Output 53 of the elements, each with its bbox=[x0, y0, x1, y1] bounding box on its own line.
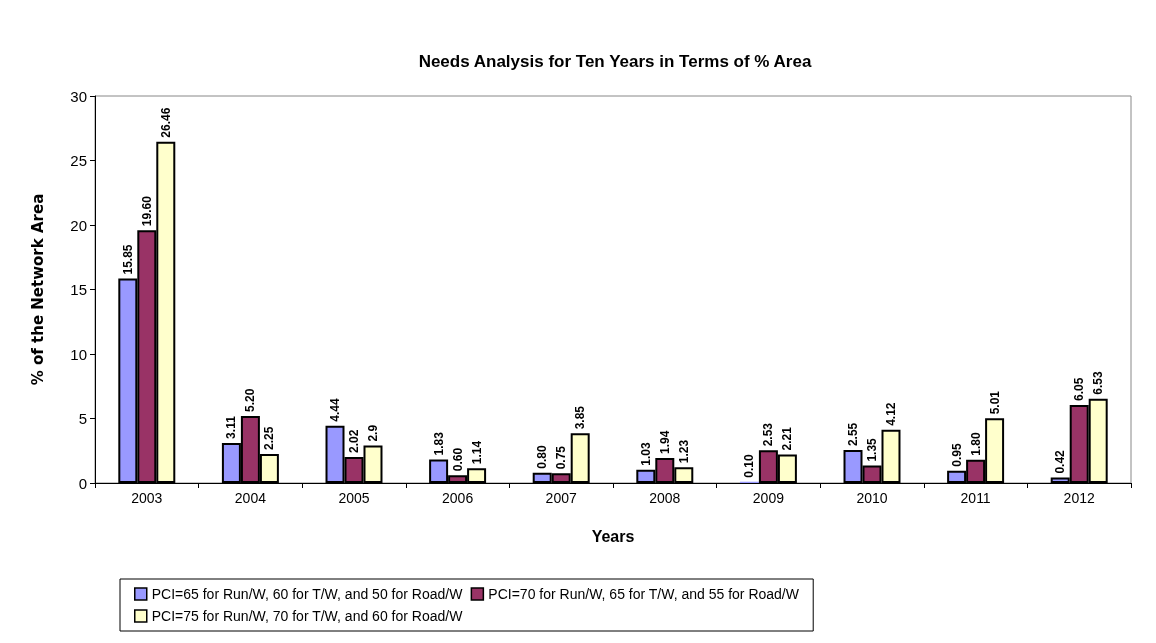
data-label: 2.02 bbox=[347, 429, 361, 453]
data-label: 6.53 bbox=[1091, 371, 1106, 395]
x-tick-label: 2004 bbox=[234, 490, 267, 506]
data-label: 2.9 bbox=[365, 424, 380, 442]
data-label: 4.12 bbox=[883, 402, 898, 426]
y-tick-label: 10 bbox=[70, 345, 87, 363]
data-label: 1.23 bbox=[676, 439, 691, 464]
x-tick-label: 2003 bbox=[131, 490, 163, 506]
data-label: 5.01 bbox=[987, 390, 1002, 415]
data-label: 0.10 bbox=[742, 454, 757, 478]
data-label: 15.85 bbox=[120, 244, 135, 275]
data-label: 0.60 bbox=[450, 447, 465, 472]
x-tick-label: 2012 bbox=[1063, 490, 1095, 506]
x-tick-label: 2006 bbox=[442, 490, 474, 506]
data-label: 1.80 bbox=[968, 432, 983, 456]
data-label: 1.14 bbox=[469, 440, 484, 465]
data-label: 5.20 bbox=[243, 388, 258, 412]
y-tick-label: 5 bbox=[78, 410, 87, 427]
data-label: 1.03 bbox=[638, 442, 653, 466]
data-label: 0.42 bbox=[1053, 449, 1068, 474]
legend-label: PCI=70 for Run/W, 65 for T/W, and 55 for Road/W bbox=[488, 586, 800, 602]
x-tick-label: 2008 bbox=[649, 490, 681, 506]
data-label: 1.94 bbox=[657, 430, 672, 454]
data-label: 26.46 bbox=[158, 107, 173, 138]
y-tick-label: 25 bbox=[70, 152, 87, 169]
data-label: 2.55 bbox=[846, 422, 861, 447]
y-axis-title: % of the Network Area bbox=[28, 193, 47, 386]
legend-label: PCI=65 for Run/W, 60 for T/W, and 50 for Road/W bbox=[151, 586, 464, 602]
x-tick-label: 2007 bbox=[545, 490, 577, 506]
x-tick-label: 2005 bbox=[338, 490, 370, 506]
legend-label: PCI=75 for Run/W, 70 for T/W, and 60 for Road/W bbox=[151, 608, 464, 624]
x-tick-label: 2009 bbox=[752, 490, 785, 506]
y-tick-label: 15 bbox=[70, 281, 87, 298]
data-label: 4.44 bbox=[328, 398, 343, 422]
data-label: 1.83 bbox=[431, 431, 446, 456]
data-label: 19.60 bbox=[139, 195, 154, 227]
data-label: 0.75 bbox=[554, 445, 569, 470]
data-label: 2.53 bbox=[761, 422, 776, 447]
data-label: 1.35 bbox=[865, 437, 879, 462]
y-tick-label: 30 bbox=[70, 87, 87, 105]
data-label: 3.11 bbox=[224, 415, 239, 439]
data-label: 0.95 bbox=[949, 443, 964, 467]
x-tick-label: 2011 bbox=[960, 490, 991, 506]
data-label: 0.80 bbox=[535, 445, 550, 469]
y-tick-label: 20 bbox=[70, 216, 87, 234]
y-tick-label: 0 bbox=[78, 474, 87, 492]
data-label: 2.21 bbox=[780, 426, 795, 451]
x-tick-label: 2010 bbox=[856, 490, 888, 506]
chart-title: Needs Analysis for Ten Years in Terms of % Area bbox=[418, 52, 812, 71]
data-label: 6.05 bbox=[1072, 377, 1087, 401]
data-label: 2.25 bbox=[262, 426, 277, 450]
x-axis-title: Years bbox=[591, 527, 635, 545]
data-label: 3.85 bbox=[573, 405, 588, 430]
